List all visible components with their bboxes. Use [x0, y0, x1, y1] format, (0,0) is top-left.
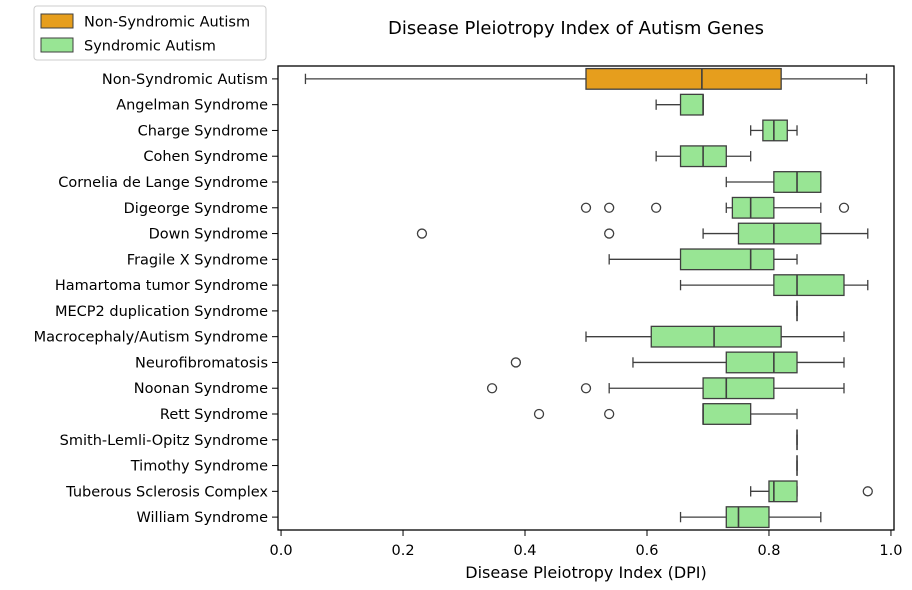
category-label: Noonan Syndrome: [134, 381, 268, 397]
box-iqr: [702, 377, 775, 400]
x-tick-label: 0.0: [270, 543, 293, 559]
category-label: MECP2 duplication Syndrome: [55, 304, 268, 320]
category-label: Timothy Syndrome: [130, 459, 268, 475]
box-charge-syndrome: [750, 119, 798, 142]
box-iqr: [650, 325, 782, 348]
legend-label-syndromic: Syndromic Autism: [84, 39, 216, 55]
x-tick-label: 0.8: [757, 543, 780, 559]
category-axis: Non-Syndromic Autism Angelman Syndrome Cha…: [34, 72, 278, 526]
category-label: Cornelia de Lange Syndrome: [58, 175, 268, 191]
box-iqr: [725, 351, 798, 374]
legend: Non-Syndromic Autism Syndromic Autism: [33, 5, 267, 61]
x-tick-label: 0.2: [391, 543, 414, 559]
chart-title: Disease Pleiotropy Index of Autism Genes: [388, 18, 764, 39]
outlier-point: [580, 202, 592, 213]
box-rett-syndrome: [533, 403, 798, 425]
outlier-point: [416, 228, 428, 239]
outlier-point: [604, 228, 615, 239]
box-iqr: [773, 274, 845, 297]
box-hamartoma-tumor-syndrome: [679, 274, 869, 297]
category-label: Charge Syndrome: [138, 123, 268, 139]
legend-swatch-syndromic: [40, 37, 74, 53]
category-label: Cohen Syndrome: [143, 149, 268, 165]
category-label: Neurofibromatosis: [135, 355, 268, 371]
category-label: Non-Syndromic Autism: [102, 72, 268, 88]
box-cornelia-de-lange-syndrome: [725, 171, 822, 193]
outlier-point: [604, 408, 615, 420]
outlier-point: [533, 408, 545, 420]
category-label: Smith-Lemli-Opitz Syndrome: [60, 433, 268, 449]
legend-frame: [33, 5, 267, 61]
box-iqr: [737, 222, 822, 245]
outlier-point: [862, 486, 873, 497]
box-iqr: [762, 119, 788, 142]
plot-frame: [277, 65, 895, 531]
box-iqr: [731, 196, 775, 219]
box-cohen-syndrome: [655, 145, 752, 168]
legend-label-non-syndromic: Non-Syndromic Autism: [84, 15, 250, 31]
x-tick-label: 1.0: [879, 543, 902, 559]
box-iqr: [679, 248, 775, 271]
box-iqr: [585, 67, 782, 90]
box-angelman-syndrome: [655, 93, 704, 116]
x-axis-title: Disease Pleiotropy Index (DPI): [465, 563, 707, 582]
box-down-syndrome: [416, 222, 869, 245]
category-label: Angelman Syndrome: [116, 98, 268, 114]
outlier-point: [604, 202, 615, 213]
box-william-syndrome: [679, 506, 822, 529]
outlier-point: [486, 383, 498, 394]
box-macrocephaly-autism-syndrome: [585, 325, 845, 348]
box-neurofibromatosis: [510, 351, 845, 374]
x-axis: 0.0 0.2 0.4 0.6 0.8 1.0: [270, 65, 902, 559]
outlier-point: [650, 202, 662, 213]
box-tuberous-sclerosis-complex: [750, 480, 873, 503]
box-non-syndromic-autism: [304, 67, 868, 90]
category-label: William Syndrome: [137, 510, 269, 526]
x-tick-label: 0.6: [635, 543, 658, 559]
box-noonan-syndrome: [486, 377, 845, 400]
x-tick-label: 0.4: [513, 543, 536, 559]
outlier-point: [838, 202, 850, 213]
plot-area: [304, 67, 873, 529]
box-fragile-x-syndrome: [608, 248, 798, 271]
box-iqr: [725, 506, 770, 529]
outlier-point: [510, 357, 522, 368]
category-label: Fragile X Syndrome: [127, 252, 268, 268]
box-iqr: [679, 93, 704, 116]
legend-swatch-non-syndromic: [40, 13, 74, 29]
box-iqr: [768, 480, 798, 503]
category-label: Rett Syndrome: [160, 407, 268, 423]
category-label: Down Syndrome: [149, 227, 269, 243]
category-label: Hamartoma tumor Syndrome: [55, 278, 268, 294]
outlier-point: [580, 383, 592, 394]
category-label: Tuberous Sclerosis Complex: [65, 484, 268, 500]
category-label: Macrocephaly/Autism Syndrome: [34, 330, 268, 346]
category-label: Digeorge Syndrome: [124, 201, 268, 217]
box-iqr: [702, 403, 752, 425]
box-digeorge-syndrome: [580, 196, 850, 219]
